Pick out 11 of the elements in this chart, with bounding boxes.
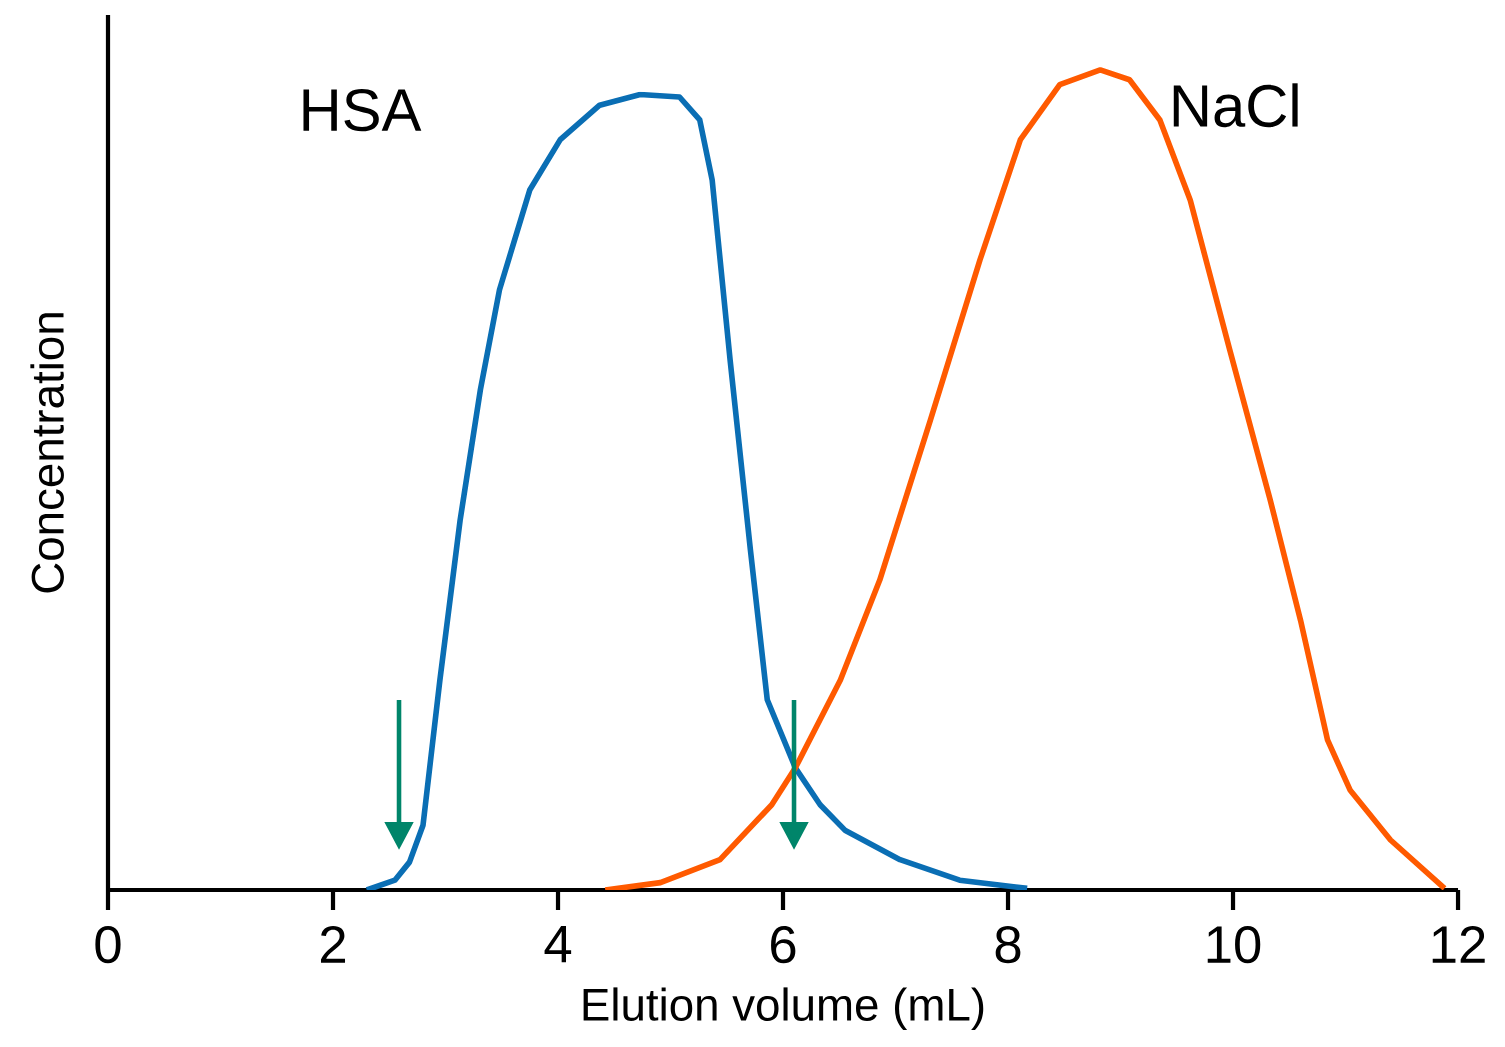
x-tick-label: 12 xyxy=(1432,925,1485,963)
y-axis-title: Concentration xyxy=(30,313,64,593)
x-tick-label: 4 xyxy=(544,925,572,963)
series-label: NaCl xyxy=(1173,83,1298,128)
x-tick-label: 10 xyxy=(1207,925,1261,964)
text: HSA xyxy=(303,88,422,132)
x-tick-label: 0 xyxy=(95,925,121,964)
x-tick-label: 6 xyxy=(771,925,796,964)
x-axis-title: Elution volume (mL) xyxy=(583,987,984,1030)
x-tick-label: 2 xyxy=(320,925,346,963)
x-tick-label: 8 xyxy=(995,925,1021,964)
